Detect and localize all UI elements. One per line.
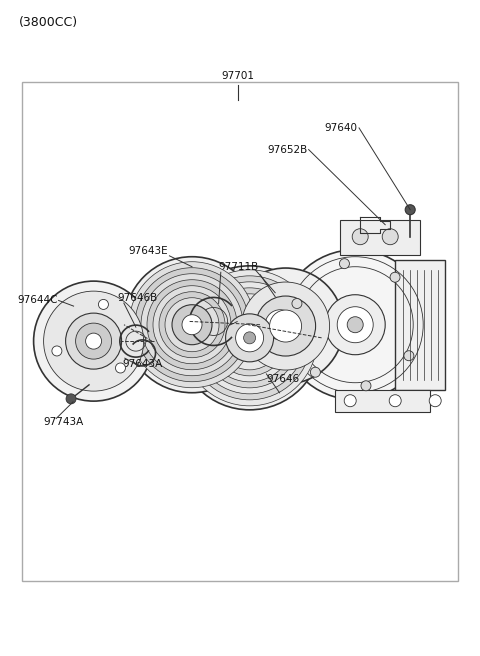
Circle shape bbox=[141, 274, 243, 376]
Circle shape bbox=[124, 256, 260, 393]
Circle shape bbox=[404, 351, 414, 361]
Circle shape bbox=[76, 323, 111, 359]
Circle shape bbox=[361, 380, 371, 391]
Circle shape bbox=[241, 282, 330, 370]
Circle shape bbox=[212, 300, 288, 376]
Circle shape bbox=[147, 279, 237, 370]
Text: 97646: 97646 bbox=[266, 374, 300, 384]
Text: 97646B: 97646B bbox=[118, 293, 158, 303]
Bar bbox=[335, 390, 430, 412]
Circle shape bbox=[311, 367, 320, 377]
Circle shape bbox=[66, 394, 76, 404]
Circle shape bbox=[188, 276, 312, 400]
Circle shape bbox=[129, 262, 255, 388]
Circle shape bbox=[200, 288, 300, 388]
Bar bbox=[22, 82, 458, 581]
Bar bbox=[395, 260, 445, 390]
Circle shape bbox=[280, 250, 430, 400]
Circle shape bbox=[429, 395, 441, 407]
Circle shape bbox=[181, 270, 318, 406]
Circle shape bbox=[135, 268, 249, 382]
Text: 97711B: 97711B bbox=[218, 262, 259, 272]
Circle shape bbox=[325, 295, 385, 355]
Circle shape bbox=[292, 298, 302, 308]
Text: 97652B: 97652B bbox=[267, 144, 307, 155]
Circle shape bbox=[339, 258, 349, 269]
Circle shape bbox=[382, 229, 398, 245]
Circle shape bbox=[205, 294, 294, 382]
Circle shape bbox=[44, 291, 144, 391]
Bar bbox=[340, 220, 420, 255]
Text: 97643A: 97643A bbox=[122, 359, 163, 369]
Circle shape bbox=[248, 293, 312, 357]
Circle shape bbox=[405, 205, 415, 215]
Circle shape bbox=[255, 296, 316, 356]
Circle shape bbox=[226, 314, 274, 362]
Circle shape bbox=[165, 298, 219, 352]
Circle shape bbox=[390, 272, 400, 282]
Circle shape bbox=[389, 395, 401, 407]
Circle shape bbox=[178, 266, 322, 410]
Text: 97640: 97640 bbox=[324, 123, 358, 133]
Circle shape bbox=[265, 310, 295, 340]
Circle shape bbox=[66, 313, 121, 369]
Circle shape bbox=[153, 286, 231, 363]
Text: 97643E: 97643E bbox=[128, 246, 168, 256]
Circle shape bbox=[172, 305, 212, 344]
Text: 97701: 97701 bbox=[221, 72, 254, 81]
Circle shape bbox=[193, 282, 306, 394]
Circle shape bbox=[85, 333, 102, 349]
Circle shape bbox=[337, 307, 373, 342]
Circle shape bbox=[52, 346, 62, 356]
Circle shape bbox=[344, 395, 356, 407]
Circle shape bbox=[182, 315, 202, 335]
Circle shape bbox=[34, 281, 154, 401]
Circle shape bbox=[347, 317, 363, 333]
Circle shape bbox=[352, 229, 368, 245]
Circle shape bbox=[236, 324, 264, 352]
Circle shape bbox=[228, 268, 344, 384]
Circle shape bbox=[159, 292, 225, 358]
Circle shape bbox=[244, 332, 256, 344]
Text: 97743A: 97743A bbox=[43, 417, 84, 426]
Text: 97644C: 97644C bbox=[17, 295, 58, 306]
Text: (3800CC): (3800CC) bbox=[19, 16, 78, 30]
Circle shape bbox=[116, 363, 125, 373]
Circle shape bbox=[98, 299, 108, 310]
Circle shape bbox=[270, 310, 301, 342]
Circle shape bbox=[217, 306, 282, 370]
